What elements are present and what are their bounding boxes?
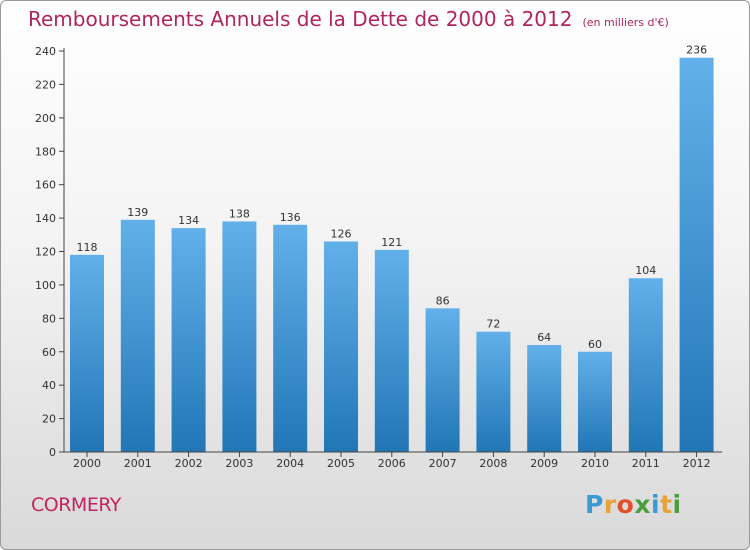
bar xyxy=(374,249,409,452)
bar-value-label: 136 xyxy=(280,211,301,224)
bar-value-label: 86 xyxy=(436,294,450,307)
logo-letter: P xyxy=(585,490,604,519)
bar-value-label: 138 xyxy=(229,207,250,220)
bar xyxy=(679,57,714,452)
x-axis: 2000 2001 2002 2003 2004 2005 2006 2007 2008 2009… xyxy=(64,451,722,470)
bar-value-label: 104 xyxy=(635,264,656,277)
x-tick-label: 2005 xyxy=(327,457,355,470)
logo-letter: t xyxy=(660,490,673,519)
x-tick-label: 2008 xyxy=(479,457,507,470)
bar-value-label: 126 xyxy=(331,227,352,240)
x-tick-label: 2000 xyxy=(73,457,101,470)
logo-letter: i xyxy=(672,490,682,519)
bar xyxy=(425,308,460,452)
bar xyxy=(171,228,206,452)
bar-value-label: 64 xyxy=(537,331,551,344)
bar xyxy=(70,254,104,452)
y-tick-label: 180 xyxy=(35,145,56,158)
x-tick-label: 2012 xyxy=(683,457,711,470)
x-tick-label: 2001 xyxy=(124,457,152,470)
y-tick-label: 120 xyxy=(35,246,56,259)
logo-letter: o xyxy=(616,490,635,519)
bar-value-label: 118 xyxy=(77,241,98,254)
bar-value-label: 72 xyxy=(486,318,500,331)
logo-letter: r xyxy=(603,490,617,519)
logo-letter: i xyxy=(651,490,661,519)
y-tick-label: 0 xyxy=(49,446,56,459)
chart-unit: (en milliers d'€) xyxy=(582,16,669,29)
x-tick-label: 2007 xyxy=(429,457,457,470)
y-tick-label: 240 xyxy=(35,45,56,58)
bar xyxy=(324,241,358,452)
x-tick-label: 2002 xyxy=(175,457,203,470)
logo-letter: x xyxy=(634,490,651,519)
x-tick-label: 2006 xyxy=(378,457,406,470)
y-tick-label: 200 xyxy=(35,112,56,125)
y-tick-label: 160 xyxy=(35,179,56,192)
x-tick-label: 2004 xyxy=(276,457,304,470)
bar-value-label: 134 xyxy=(178,214,199,227)
x-tick-label: 2003 xyxy=(225,457,253,470)
bar xyxy=(578,351,612,452)
y-tick-label: 220 xyxy=(35,78,56,91)
x-tick-label: 2011 xyxy=(632,457,660,470)
x-tick-label: 2009 xyxy=(530,457,558,470)
proxiti-logo: Proxiti xyxy=(585,490,682,519)
y-tick-label: 100 xyxy=(35,279,56,292)
bar xyxy=(222,221,257,452)
bar xyxy=(120,219,155,452)
bar xyxy=(273,224,308,452)
y-tick-label: 20 xyxy=(42,413,56,426)
bars: 118 139 134 138 136 126 121 86 72 64 60 104 236 xyxy=(70,44,714,452)
bar-value-label: 236 xyxy=(686,44,707,57)
bar-value-label: 60 xyxy=(588,338,602,351)
chart-title: Remboursements Annuels de la Dette de 20… xyxy=(28,7,669,31)
bar xyxy=(628,278,663,452)
y-tick-label: 80 xyxy=(42,312,56,325)
bar xyxy=(476,331,511,452)
bar-value-label: 139 xyxy=(127,206,148,219)
y-tick-label: 40 xyxy=(42,379,56,392)
y-axis: 0 20 40 60 80 100 120 140 160 180 200 220 240 xyxy=(35,45,65,459)
y-tick-label: 60 xyxy=(42,346,56,359)
bar xyxy=(527,345,562,452)
y-tick-label: 140 xyxy=(35,212,56,225)
bar-value-label: 121 xyxy=(381,236,402,249)
x-tick-label: 2010 xyxy=(581,457,609,470)
chart-title-text: Remboursements Annuels de la Dette de 20… xyxy=(28,7,573,31)
commune-name: CORMERY xyxy=(31,494,121,516)
